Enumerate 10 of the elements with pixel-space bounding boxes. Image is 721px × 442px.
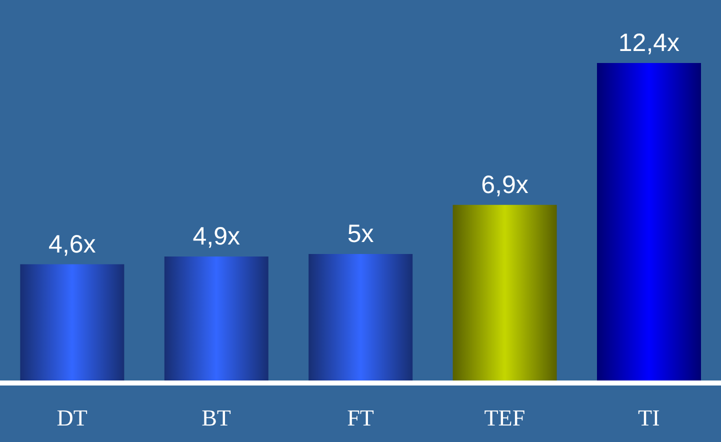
x-tick-label: FT xyxy=(347,405,374,430)
data-label: 4,6x xyxy=(48,230,96,258)
x-tick-label: TI xyxy=(638,405,660,430)
data-label: 4,9x xyxy=(192,222,241,251)
data-label: 5x xyxy=(347,220,374,248)
x-tick-label: BT xyxy=(202,405,231,430)
x-tick-label: DT xyxy=(56,405,88,430)
data-label: 12,4x xyxy=(618,29,680,57)
data-label: 6,9x xyxy=(481,170,529,199)
x-tick-label: TEF xyxy=(484,405,526,430)
